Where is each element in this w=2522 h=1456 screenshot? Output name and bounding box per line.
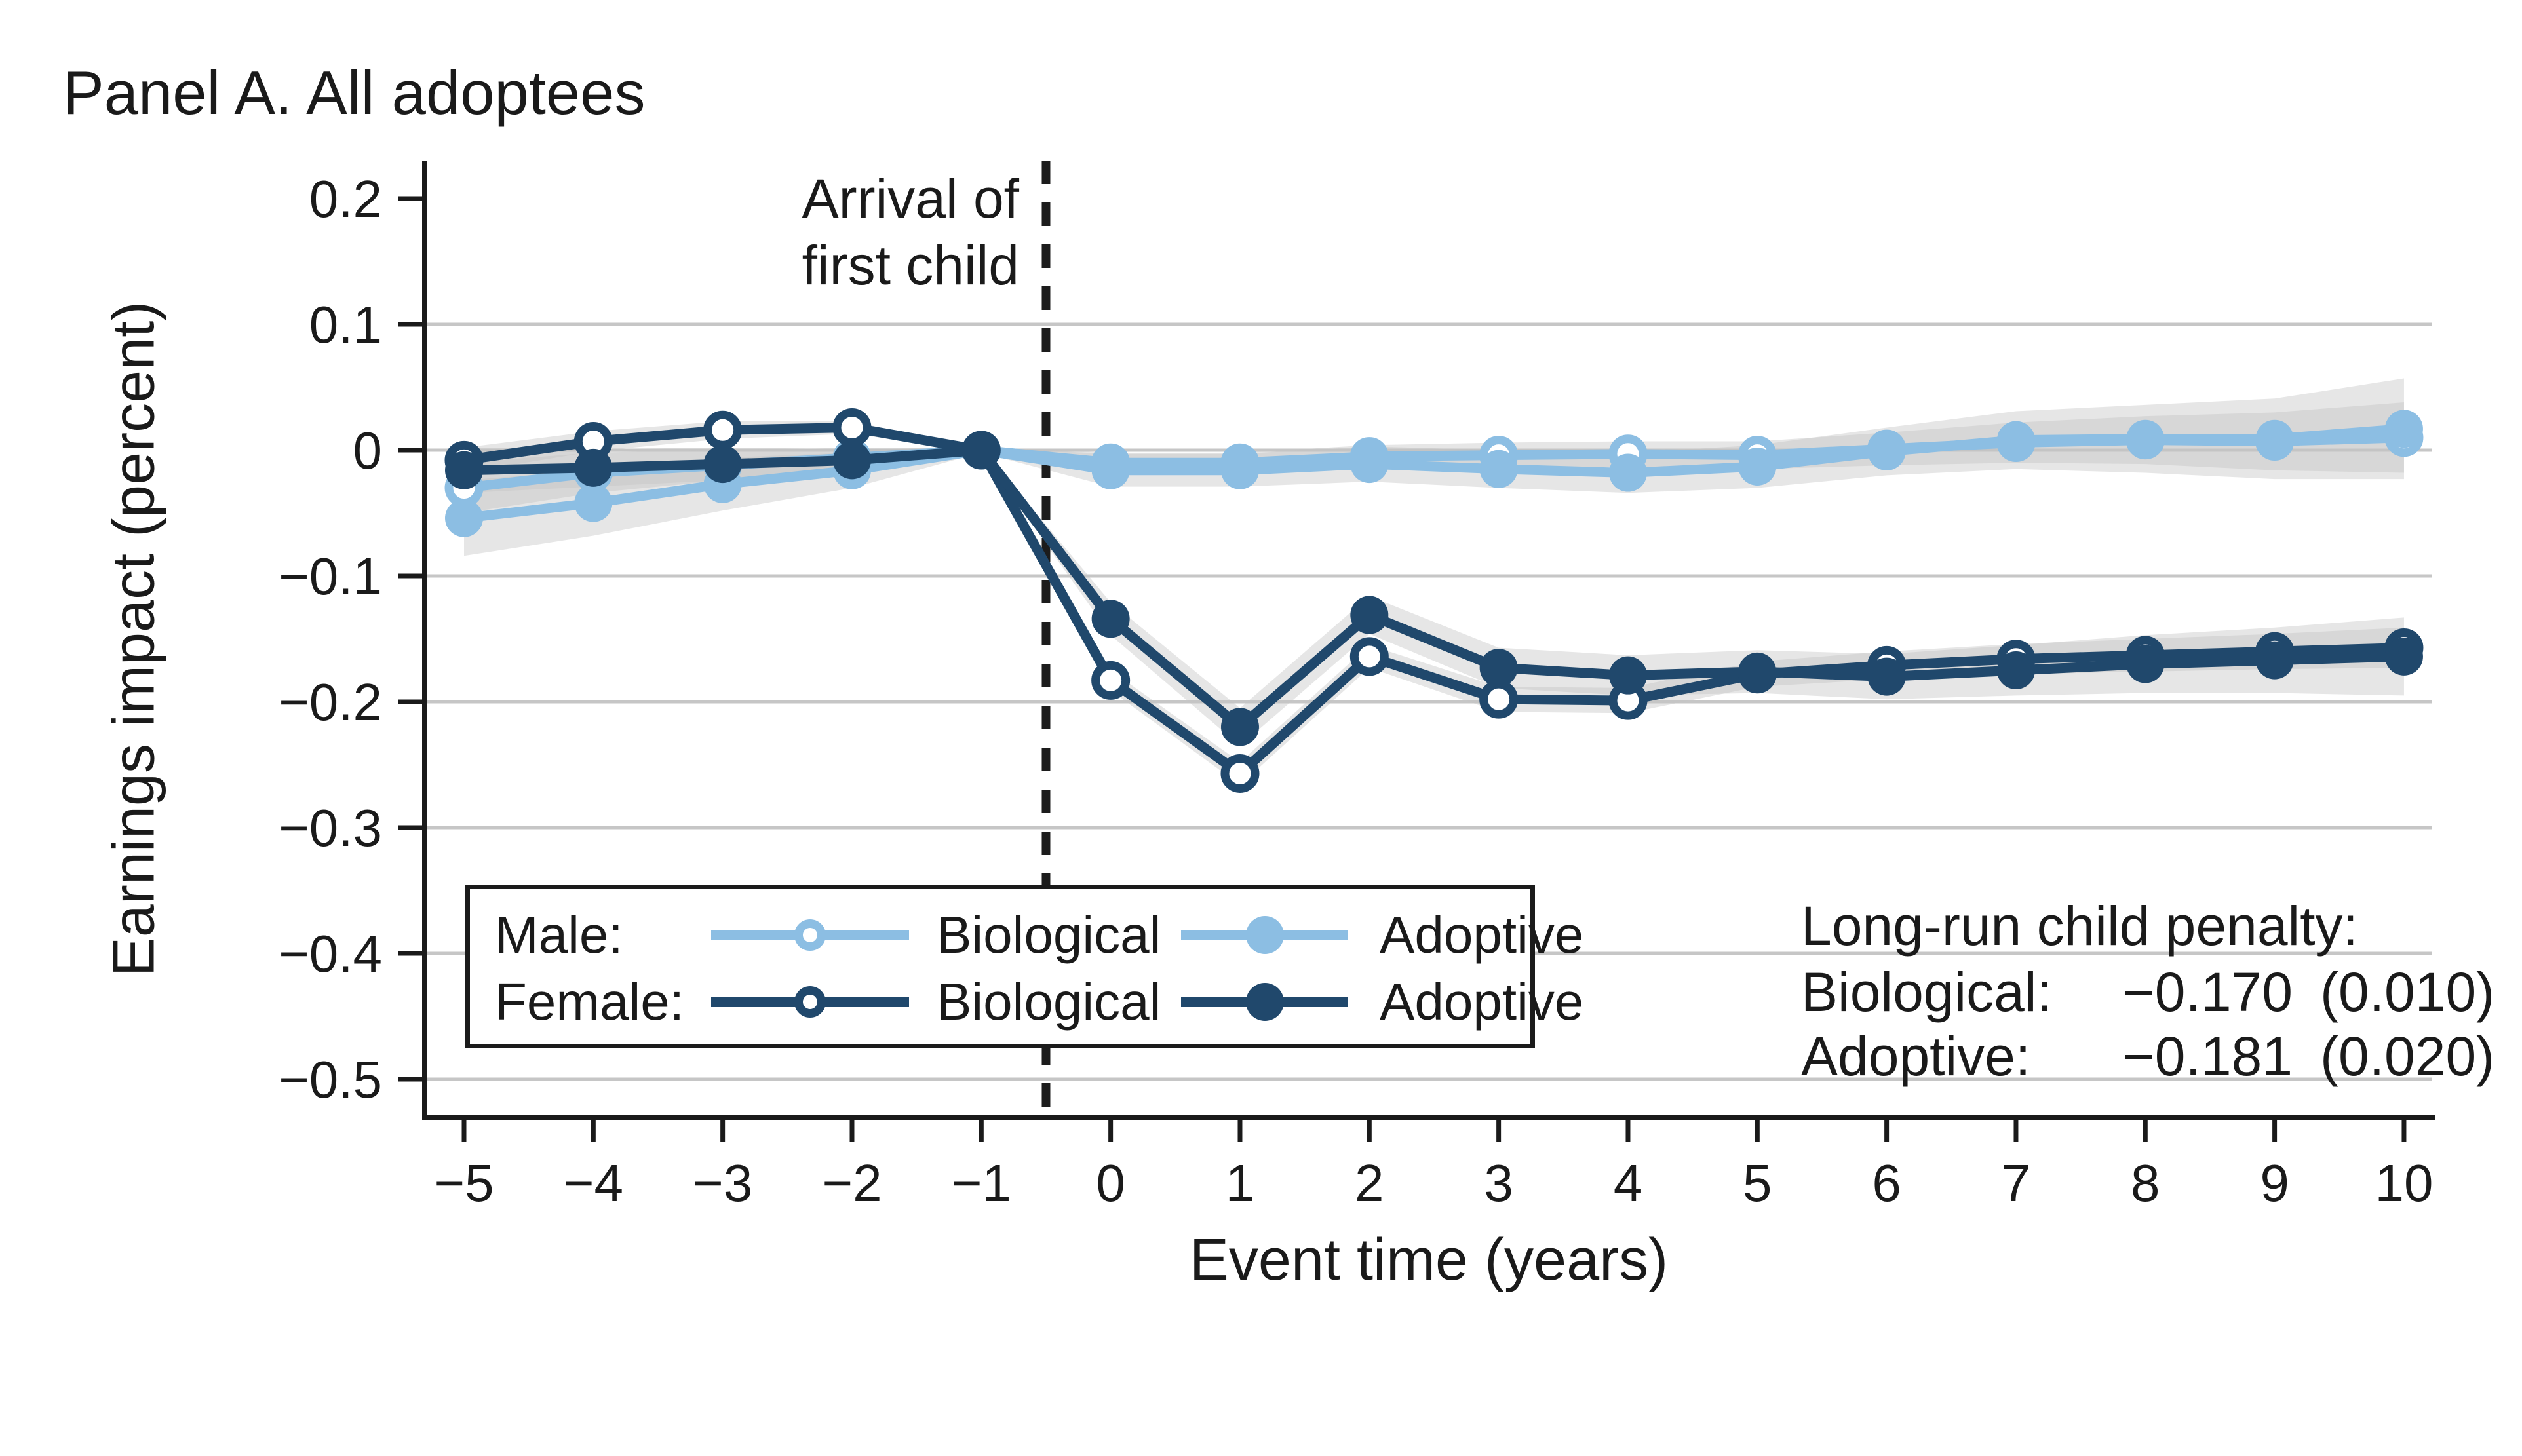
y-tick-label: 0.1: [309, 296, 382, 354]
x-tick-label: 5: [1743, 1154, 1772, 1212]
long-run-stats: Long-run child penalty: Biological: −0.1…: [1801, 896, 2522, 1086]
data-point-filled: [1350, 596, 1389, 634]
data-point-filled: [1608, 453, 1647, 492]
stats-title: Long-run child penalty:: [1801, 895, 2358, 957]
data-point-filled: [1738, 652, 1777, 691]
y-tick-label: 0.2: [309, 170, 382, 228]
data-point-filled: [1996, 651, 2035, 689]
data-point-open: [832, 408, 872, 447]
data-point-filled: [1996, 421, 2035, 459]
legend-group-label: Male:: [495, 906, 623, 964]
data-point-open: [703, 410, 743, 450]
data-point-filled: [1479, 450, 1518, 488]
x-tick-label: 3: [1484, 1154, 1513, 1212]
series-line: [463, 423, 2405, 524]
data-point-filled: [2255, 641, 2294, 680]
legend-row-male: Male: Biological Adoptive: [470, 902, 1583, 968]
legend-item-label: Adoptive: [1380, 906, 1584, 964]
stats-se: (0.010): [2320, 961, 2495, 1023]
data-point-filled: [1091, 451, 1130, 489]
x-tick-label: 6: [1872, 1154, 1901, 1212]
data-point-filled: [1220, 708, 1259, 746]
y-tick-label: −0.5: [279, 1050, 382, 1109]
event-line-annotation: Arrival of first child: [802, 165, 1019, 299]
data-point-filled: [1738, 447, 1777, 486]
legend-item-label: Adoptive: [1380, 972, 1584, 1031]
x-axis-title: Event time (years): [1189, 1227, 1669, 1293]
data-point-filled: [1608, 656, 1647, 695]
data-point-open: [1220, 754, 1260, 793]
x-tick-label: −2: [822, 1154, 882, 1212]
y-tick-label: −0.3: [279, 799, 382, 857]
x-tick-label: 2: [1355, 1154, 1384, 1212]
x-tick-label: 9: [2260, 1154, 2289, 1212]
x-tick-label: 4: [1614, 1154, 1643, 1212]
stats-value: −0.170: [2122, 961, 2293, 1023]
legend-marker-male-biological-icon: [711, 919, 909, 951]
panel-title: Panel A. All adoptees: [63, 58, 646, 127]
stats-row-adoptive: Adoptive: −0.181 (0.020): [1801, 1027, 2522, 1086]
x-tick-label: −1: [952, 1154, 1011, 1212]
open-circle-icon: [794, 986, 826, 1018]
legend-marker-male-adoptive-icon: [1181, 916, 1348, 954]
data-point-filled: [2384, 410, 2423, 448]
event-line-annotation-line1: Arrival of: [802, 168, 1019, 229]
y-tick-label: −0.4: [279, 925, 382, 983]
data-point-filled: [2384, 637, 2423, 676]
x-tick-label: 7: [2002, 1154, 2031, 1212]
data-point-filled: [962, 431, 1001, 469]
stats-label: Biological:: [1801, 961, 2052, 1023]
data-point-filled: [2255, 419, 2294, 458]
event-line-annotation-line2: first child: [802, 235, 1019, 297]
x-tick-label: −3: [693, 1154, 752, 1212]
x-tick-label: 0: [1096, 1154, 1125, 1212]
data-point-filled: [1350, 445, 1389, 484]
data-point-filled: [1220, 451, 1259, 489]
data-point-filled: [2126, 645, 2165, 683]
data-point-filled: [1867, 432, 1906, 470]
data-point-open: [1349, 637, 1389, 676]
data-point-filled: [832, 441, 871, 480]
y-tick-label: −0.1: [279, 547, 382, 605]
stats-row-biological: Biological: −0.170 (0.010): [1801, 961, 2522, 1023]
stats-value: −0.181: [2122, 1025, 2293, 1088]
open-circle-icon: [794, 919, 826, 951]
data-point-filled: [1091, 600, 1130, 638]
filled-circle-icon: [1245, 916, 1284, 954]
data-point-filled: [2126, 419, 2165, 458]
stats-label: Adoptive:: [1801, 1025, 2031, 1088]
x-tick-label: −5: [434, 1154, 494, 1212]
data-point-filled: [703, 445, 742, 484]
legend-marker-female-biological-icon: [711, 986, 909, 1018]
x-tick-label: −4: [564, 1154, 623, 1212]
data-point-filled: [574, 448, 613, 487]
x-tick-label: 1: [1226, 1154, 1255, 1212]
legend: Male: Biological Adoptive Female: Biolog…: [465, 885, 1583, 1048]
stats-se: (0.020): [2320, 1025, 2495, 1088]
data-point-filled: [445, 499, 483, 537]
filled-circle-icon: [1245, 983, 1284, 1021]
y-tick-label: −0.2: [279, 673, 382, 731]
legend-group-label: Female:: [495, 972, 684, 1031]
data-point-open: [1091, 661, 1131, 700]
legend-row-female: Female: Biological Adoptive: [470, 969, 1583, 1035]
x-tick-label: 10: [2375, 1154, 2433, 1212]
data-point-filled: [574, 484, 613, 522]
legend-item-label: Biological: [937, 972, 1161, 1031]
legend-item-label: Biological: [937, 906, 1161, 964]
data-point-filled: [445, 451, 483, 489]
data-point-open: [1479, 680, 1519, 719]
series-line: [463, 422, 2405, 778]
y-tick-label: 0: [353, 421, 383, 480]
x-tick-label: 8: [2131, 1154, 2160, 1212]
series-line: [463, 445, 2405, 732]
data-point-filled: [1867, 657, 1906, 696]
data-point-filled: [1479, 649, 1518, 687]
legend-marker-female-adoptive-icon: [1181, 983, 1348, 1021]
y-axis-title: Earnings impact (percent): [101, 301, 167, 977]
